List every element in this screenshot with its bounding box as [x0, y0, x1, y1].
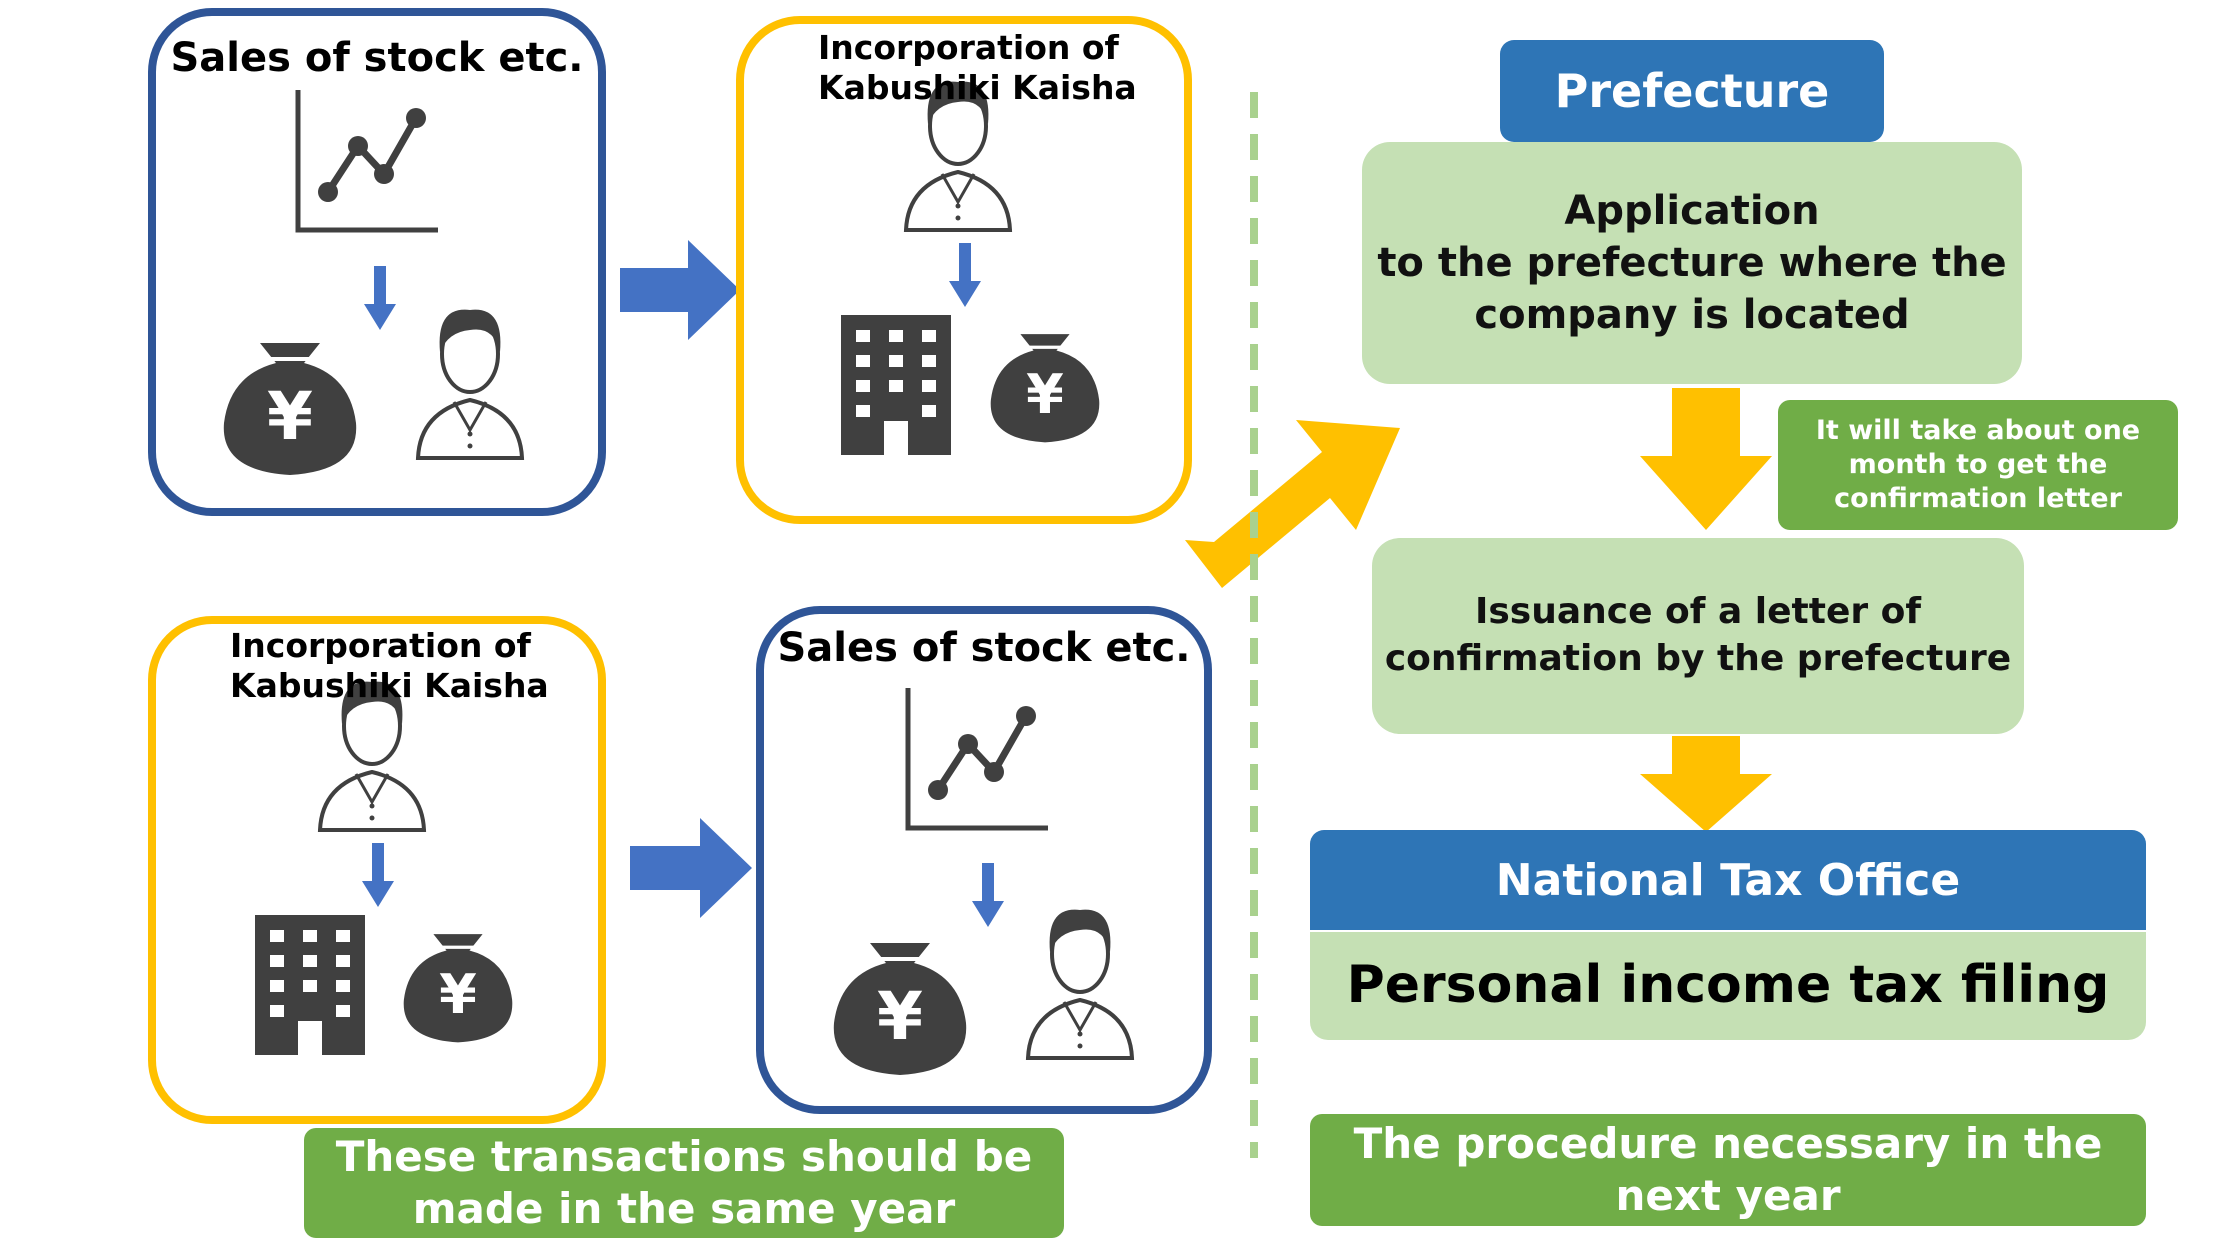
top-sales-box — [148, 8, 606, 516]
duration-note: It will take about one month to get the … — [1778, 400, 2178, 530]
prefecture-header: Prefecture — [1500, 40, 1884, 142]
arrow-down-icon — [1640, 736, 1772, 832]
tax-office-header: National Tax Office — [1310, 830, 2146, 930]
bottom-sales-box — [756, 606, 1212, 1114]
issuance-box: Issuance of a letter of confirmation by … — [1372, 538, 2024, 734]
diagonal-arrow-icon — [1185, 420, 1400, 588]
top-sales-title: Sales of stock etc. — [170, 35, 584, 81]
top-incorporation-title: Incorporation of Kabushiki Kaisha — [818, 28, 1137, 107]
bottom-sales-title: Sales of stock etc. — [777, 625, 1191, 671]
next-year-note: The procedure necessary in the next year — [1310, 1114, 2146, 1226]
arrow-right-icon — [620, 240, 740, 340]
office-building-icon — [255, 915, 365, 1055]
arrow-down-icon — [1640, 388, 1772, 530]
arrow-right-icon — [630, 818, 752, 918]
same-year-note: These transactions should be made in the… — [304, 1128, 1064, 1238]
bottom-incorporation-title: Incorporation of Kabushiki Kaisha — [230, 626, 549, 705]
tax-filing-box: Personal income tax filing — [1310, 932, 2146, 1040]
application-box: Application to the prefecture where the … — [1362, 142, 2022, 384]
office-building-icon — [841, 315, 951, 455]
